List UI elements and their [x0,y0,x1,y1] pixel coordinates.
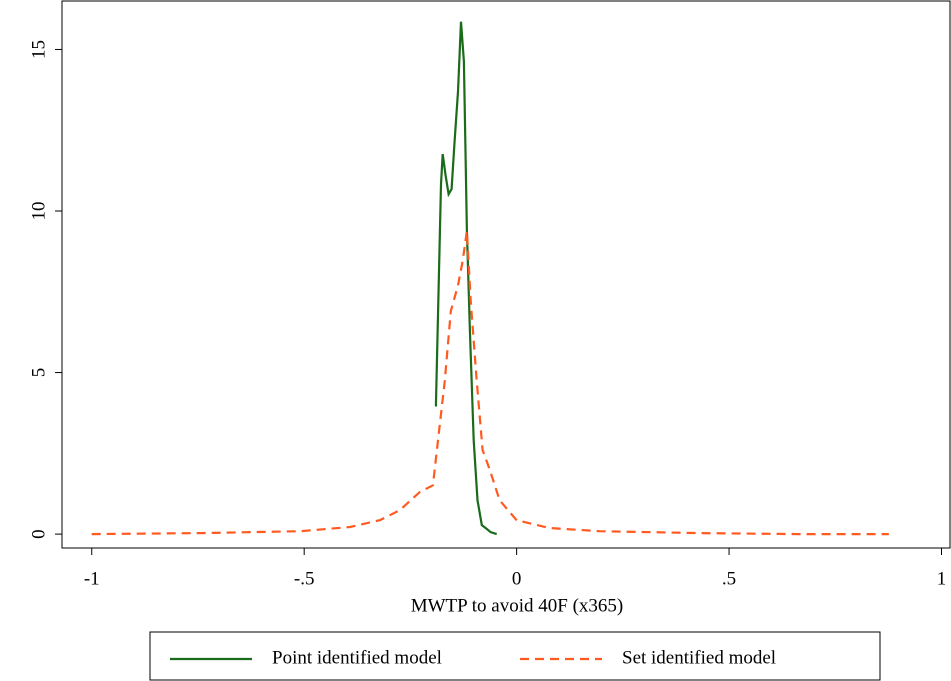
x-tick-label: 1 [937,568,947,589]
y-tick-label: 15 [28,40,49,59]
y-tick-label: 5 [28,368,49,378]
y-tick-label: 10 [28,202,49,221]
x-tick-label: -1 [84,568,100,589]
series-line [434,21,498,536]
legend-box [149,631,881,681]
plot-frame [61,0,951,549]
y-tick-label: 0 [28,529,49,539]
x-axis-label: MWTP to avoid 40F (x365) [411,595,624,616]
x-tick-label: 0 [512,568,522,589]
legend-label: Set identified model [622,647,776,668]
x-tick-label: .5 [722,568,736,589]
legend-label: Point identified model [272,647,442,668]
x-tick-label: -.5 [294,568,315,589]
series-line [91,230,889,536]
